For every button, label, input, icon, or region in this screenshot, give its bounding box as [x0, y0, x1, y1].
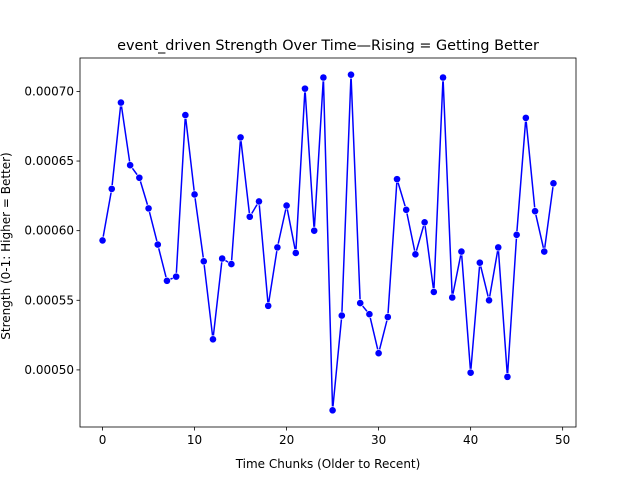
data-point: [383, 313, 392, 321]
y-tick-label: 0.00050: [24, 363, 74, 377]
data-point: [218, 254, 227, 263]
y-tick-label: 0.00070: [24, 84, 74, 98]
data-point: [337, 311, 346, 320]
x-tick-label: 30: [371, 433, 386, 447]
data-point: [411, 250, 420, 259]
data-point: [255, 197, 263, 206]
data-point: [531, 207, 539, 216]
y-axis-label: Strength (0-1: Higher = Better): [0, 152, 13, 339]
data-point: [117, 98, 125, 107]
data-point: [181, 111, 190, 119]
data-point: [549, 179, 558, 188]
data-point: [126, 161, 135, 170]
plot-area: 0 10 20 30 40 50 0.00050 0.00055 0.00060 0.00065 0…: [24, 57, 577, 447]
data-point: [135, 173, 144, 182]
data-point: [107, 184, 116, 193]
data-point: [420, 218, 429, 227]
data-point: [153, 240, 162, 249]
data-point: [144, 204, 153, 213]
data-point: [319, 73, 328, 82]
x-tick-label: 0: [99, 433, 107, 447]
data-point: [282, 201, 291, 210]
x-axis-label: Time Chunks (Older to Recent): [235, 457, 421, 471]
data-point: [291, 249, 300, 257]
data-point: [457, 247, 466, 256]
data-point: [273, 243, 282, 252]
x-tick-label: 40: [463, 433, 478, 447]
data-point: [466, 368, 475, 377]
data-point: [475, 258, 484, 267]
data-point: [310, 226, 319, 235]
data-point: [199, 257, 208, 266]
data-point: [374, 349, 383, 358]
series-line: [101, 73, 555, 412]
data-point: [439, 73, 447, 82]
y-tick-label: 0.00065: [24, 154, 74, 168]
data-point: [356, 299, 365, 307]
data-point: [245, 212, 254, 221]
data-point: [264, 301, 273, 310]
data-point: [485, 296, 493, 305]
data-point: [393, 175, 401, 184]
data-point: [163, 276, 171, 285]
axes-frame: [79, 57, 577, 428]
chart-title: event_driven Strength Over Time—Rising =…: [117, 38, 539, 54]
data-point: [429, 288, 438, 296]
x-tick-label: 10: [187, 433, 202, 447]
data-point: [227, 260, 236, 268]
data-point: [521, 113, 530, 122]
data-point: [347, 70, 355, 79]
data-point: [365, 310, 374, 319]
data-point: [301, 84, 309, 93]
data-point: [512, 230, 521, 239]
data-point: [540, 247, 549, 256]
data-point: [402, 205, 411, 214]
data-point: [448, 293, 457, 302]
data-point: [98, 236, 107, 245]
data-point: [494, 243, 503, 252]
data-point: [328, 406, 337, 415]
x-tick-label: 20: [279, 433, 294, 447]
y-tick-label: 0.00060: [24, 224, 74, 238]
data-point: [172, 272, 181, 281]
y-tick-label: 0.00055: [24, 293, 74, 307]
x-tick-label: 50: [555, 433, 570, 447]
data-point: [503, 372, 512, 381]
data-point: [236, 133, 245, 142]
data-point: [190, 190, 199, 199]
data-point: [209, 335, 217, 344]
